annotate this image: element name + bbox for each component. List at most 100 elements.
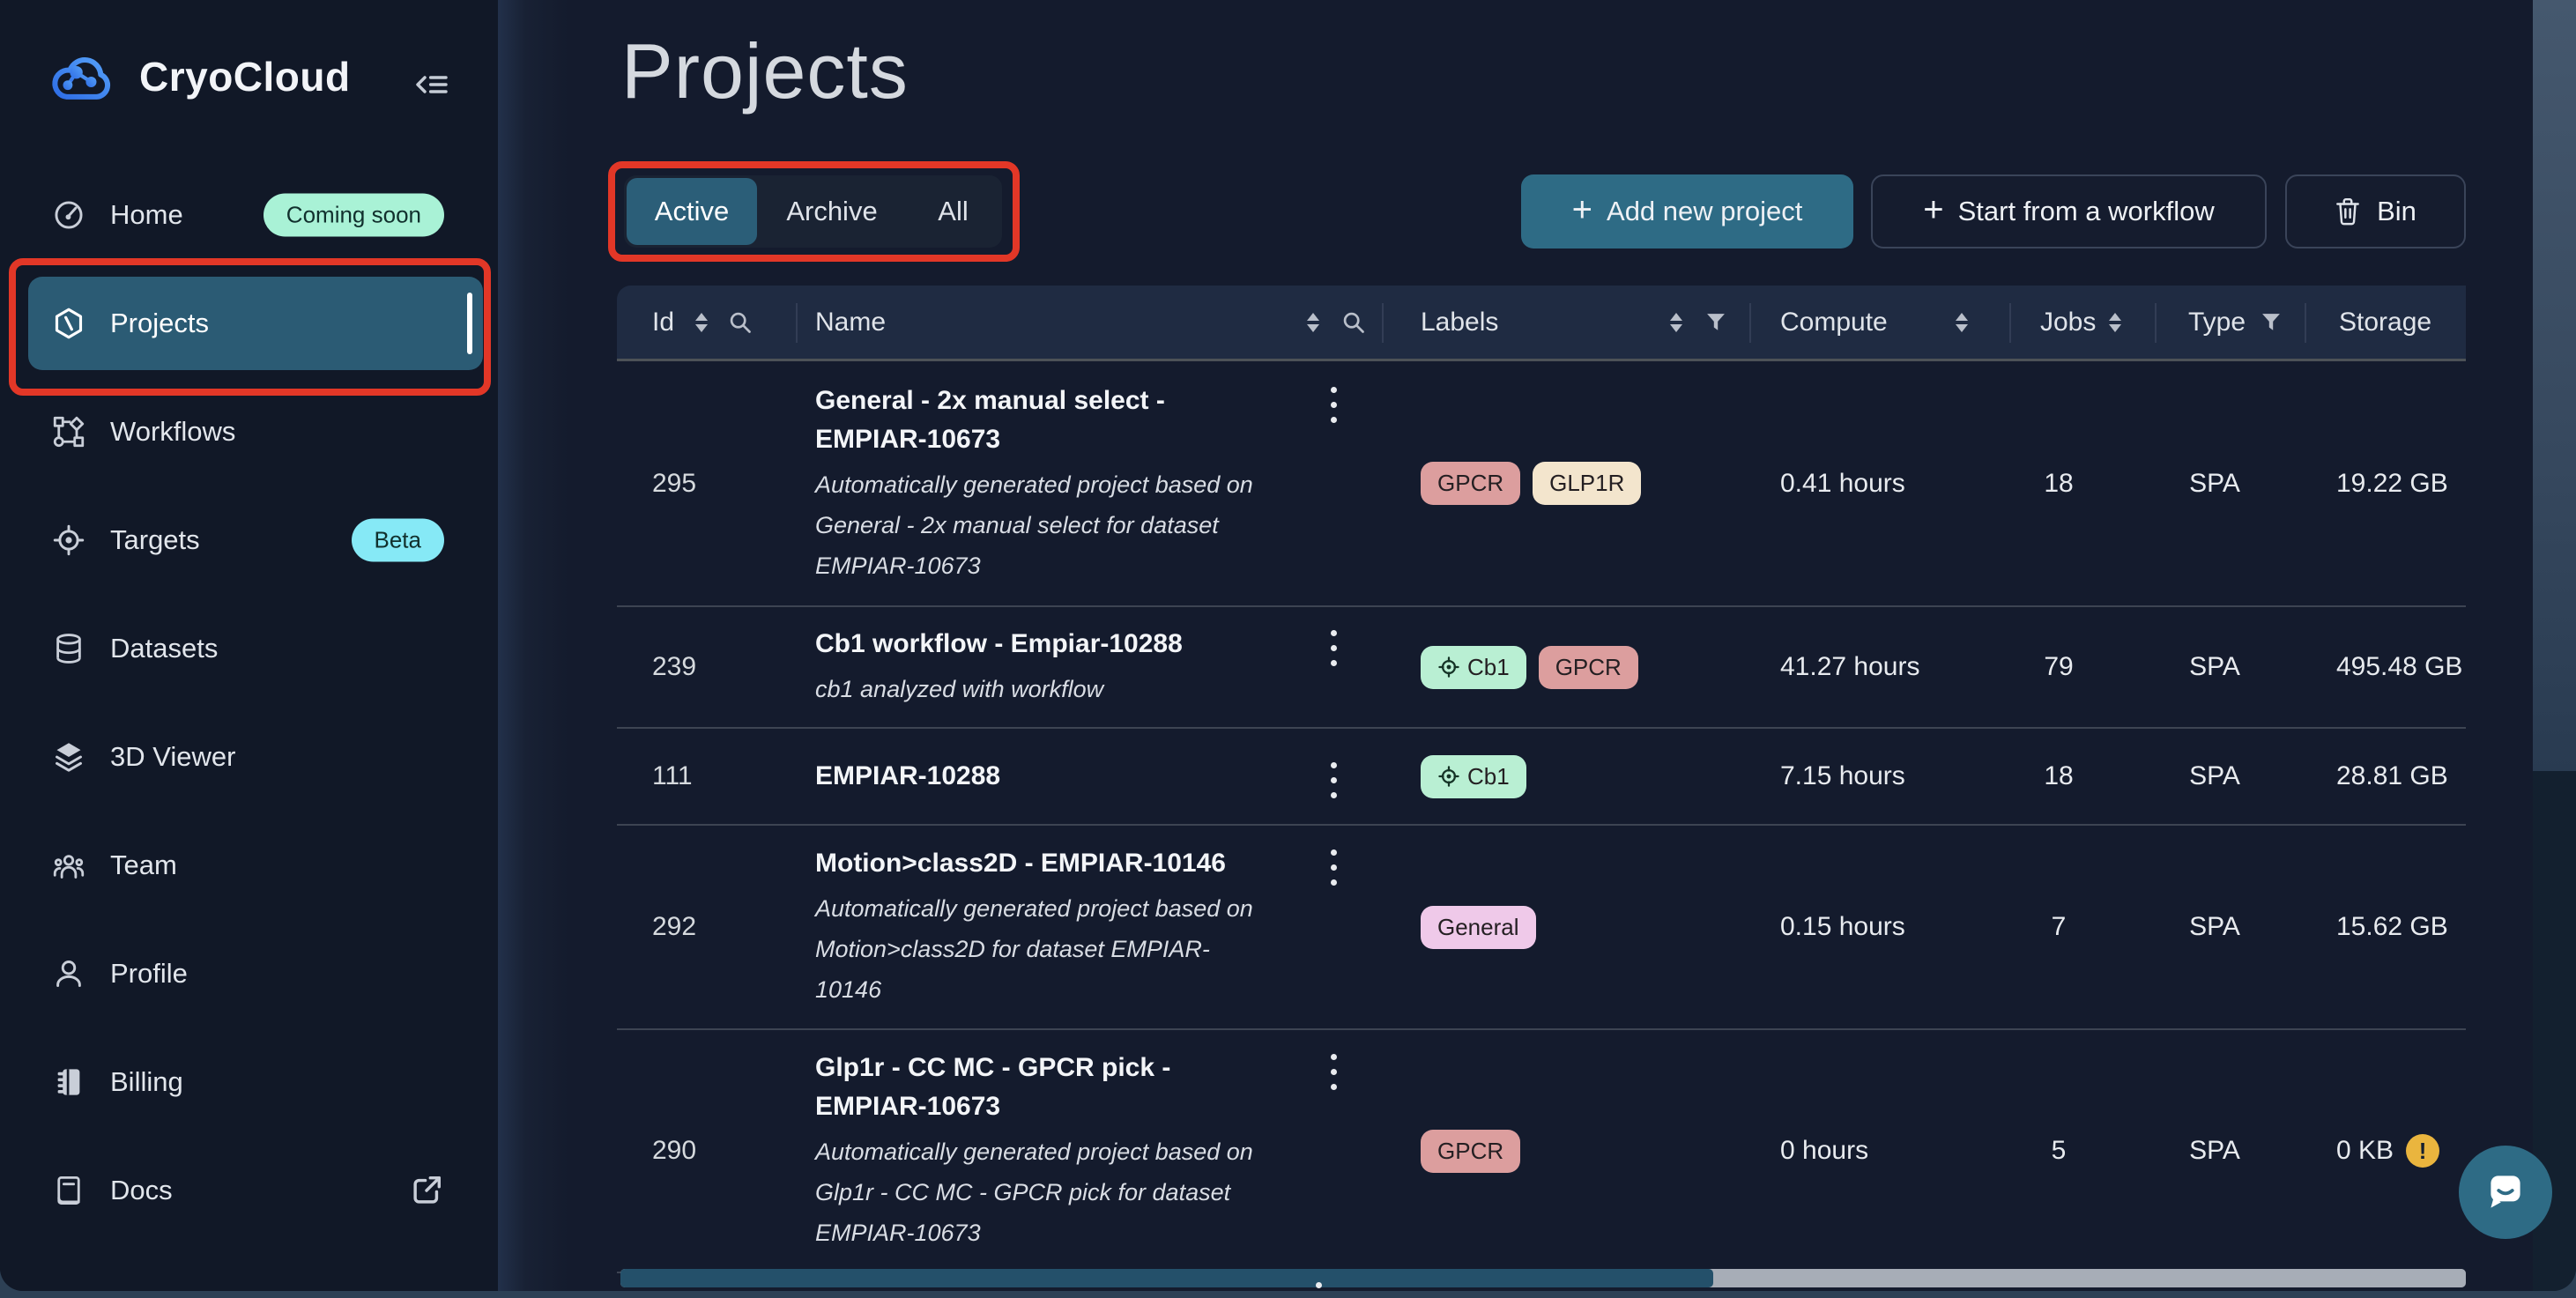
chat-widget-button[interactable]	[2459, 1146, 2552, 1239]
sidebar-item-projects[interactable]: Projects	[0, 269, 498, 377]
target-icon	[1437, 765, 1460, 788]
sort-icon[interactable]	[1306, 312, 1320, 332]
project-type: SPA	[2189, 761, 2240, 790]
table-row[interactable]: 292 Motion>class2D - EMPIAR-10146 Automa…	[617, 826, 2466, 1030]
column-header-storage[interactable]: Storage	[2339, 307, 2432, 337]
project-description: cb1 analyzed with workflow	[815, 676, 1104, 702]
filter-icon[interactable]	[2261, 313, 2281, 332]
header-divider	[796, 303, 798, 343]
project-filter-tabs: Active Archive All	[624, 175, 1002, 248]
column-header-name[interactable]: Name	[815, 307, 887, 337]
search-icon[interactable]	[728, 310, 753, 335]
project-name[interactable]: Cb1 workflow - Empiar-10288	[815, 629, 1183, 658]
project-name-cell: Cb1 workflow - Empiar-10288 cb1 analyzed…	[815, 625, 1337, 709]
project-compute: 0.41 hours	[1780, 468, 1905, 498]
speedometer-icon	[53, 200, 86, 230]
sidebar-item-label: Projects	[110, 308, 209, 338]
column-header-jobs[interactable]: Jobs	[2040, 307, 2097, 337]
row-menu-kebab-icon[interactable]	[1314, 846, 1353, 904]
project-type: SPA	[2189, 912, 2240, 941]
add-new-project-button[interactable]: + Add new project	[1521, 174, 1853, 248]
column-header-compute[interactable]: Compute	[1780, 307, 1888, 337]
search-icon[interactable]	[1341, 310, 1366, 335]
column-header-labels[interactable]: Labels	[1421, 307, 1499, 337]
sidebar-item-team[interactable]: Team	[0, 811, 498, 919]
sidebar-item-docs[interactable]: Docs	[0, 1136, 498, 1244]
row-menu-kebab-icon[interactable]	[1314, 627, 1353, 685]
project-name[interactable]: General - 2x manual select - EMPIAR-1067…	[815, 385, 1165, 454]
sidebar-item-home[interactable]: Home Coming soon	[0, 160, 498, 269]
external-link-icon	[409, 1173, 444, 1208]
project-id: 295	[652, 468, 697, 498]
page-vertical-scrollbar[interactable]	[2533, 0, 2576, 1291]
project-id: 111	[652, 761, 693, 790]
sidebar-main-divider	[498, 0, 568, 1291]
sidebar-item-projects-active-pill: Projects	[28, 277, 483, 370]
row-menu-kebab-icon[interactable]	[1314, 1050, 1353, 1109]
horizontal-scrollbar-thumb[interactable]	[620, 1269, 1713, 1287]
header-divider	[1749, 303, 1751, 343]
docs-book-icon	[53, 1176, 86, 1205]
sidebar-item-targets[interactable]: Targets Beta	[0, 486, 498, 594]
column-header-type[interactable]: Type	[2188, 307, 2246, 337]
cryocloud-logo-icon	[48, 46, 120, 108]
sidebar-item-label: Team	[110, 849, 177, 880]
vertical-scrollbar-thumb[interactable]	[2533, 0, 2576, 771]
label-pill[interactable]: Cb1	[1421, 645, 1526, 689]
collapse-sidebar-icon[interactable]	[414, 69, 449, 100]
project-id: 292	[652, 912, 697, 941]
sidebar-item-datasets[interactable]: Datasets	[0, 594, 498, 702]
sidebar-nav: Home Coming soon Projects	[0, 160, 498, 1244]
column-header-id[interactable]: Id	[652, 307, 675, 337]
project-jobs: 5	[2051, 1136, 2067, 1165]
label-pill[interactable]: GPCR	[1421, 462, 1521, 505]
beta-badge: Beta	[351, 518, 444, 561]
sort-icon[interactable]	[2108, 312, 2122, 332]
project-compute: 0 hours	[1780, 1136, 1869, 1165]
table-row[interactable]: 290 Glp1r - CC MC - GPCR pick - EMPIAR-1…	[617, 1030, 2466, 1273]
table-row[interactable]: 111 EMPIAR-10288 Cb1 7.15 hours 18 SPA 2…	[617, 729, 2466, 826]
project-id: 290	[652, 1136, 697, 1165]
project-description: Automatically generated project based on…	[815, 1139, 1253, 1246]
project-labels: General	[1421, 826, 1536, 1028]
filter-icon[interactable]	[1706, 313, 1726, 332]
project-description: Automatically generated project based on…	[815, 471, 1253, 579]
brand-name: CryoCloud	[139, 54, 351, 100]
label-pill[interactable]: GPCR	[1538, 645, 1638, 689]
hexagon-project-icon	[53, 308, 86, 339]
sort-icon[interactable]	[1955, 312, 1969, 332]
workflow-icon	[53, 416, 86, 447]
start-from-workflow-button[interactable]: + Start from a workflow	[1871, 174, 2267, 248]
sort-icon[interactable]	[1669, 312, 1683, 332]
tab-active[interactable]: Active	[627, 178, 757, 245]
sidebar-item-3d-viewer[interactable]: 3D Viewer	[0, 702, 498, 811]
sidebar-item-label: Docs	[110, 1174, 173, 1205]
project-jobs: 79	[2044, 652, 2074, 681]
sidebar-item-profile[interactable]: Profile	[0, 919, 498, 1027]
table-horizontal-scrollbar[interactable]	[620, 1269, 2466, 1287]
project-labels: Cb1 GPCR	[1421, 607, 1638, 727]
row-menu-kebab-icon[interactable]	[1314, 759, 1353, 817]
sidebar-item-label: Targets	[110, 523, 200, 555]
label-pill[interactable]: GPCR	[1421, 1129, 1521, 1173]
bin-button[interactable]: Bin	[2285, 174, 2466, 248]
project-name[interactable]: Glp1r - CC MC - GPCR pick - EMPIAR-10673	[815, 1053, 1171, 1121]
label-pill[interactable]: GLP1R	[1533, 462, 1642, 505]
sidebar-item-label: 3D Viewer	[110, 740, 236, 772]
table-row[interactable]: 295 General - 2x manual select - EMPIAR-…	[617, 361, 2466, 607]
sort-icon[interactable]	[694, 312, 709, 332]
target-icon	[53, 524, 86, 555]
project-name[interactable]: Motion>class2D - EMPIAR-10146	[815, 849, 1226, 878]
sidebar-item-workflows[interactable]: Workflows	[0, 377, 498, 486]
label-pill[interactable]: Cb1	[1421, 754, 1526, 798]
tab-archive[interactable]: Archive	[786, 196, 878, 226]
label-pill[interactable]: General	[1421, 905, 1536, 949]
sidebar-item-billing[interactable]: Billing	[0, 1027, 498, 1136]
tab-all[interactable]: All	[938, 196, 969, 226]
project-name[interactable]: EMPIAR-10288	[815, 761, 1001, 790]
project-type: SPA	[2189, 652, 2240, 681]
row-menu-kebab-icon[interactable]	[1314, 383, 1353, 441]
table-row[interactable]: 239 Cb1 workflow - Empiar-10288 cb1 anal…	[617, 607, 2466, 729]
team-icon	[53, 850, 86, 880]
